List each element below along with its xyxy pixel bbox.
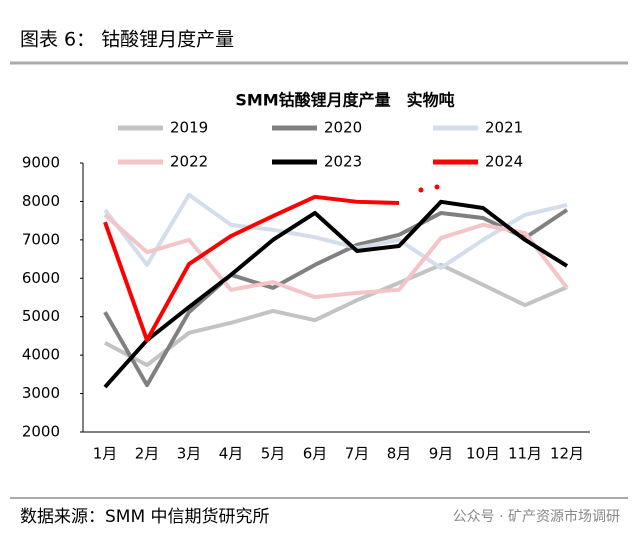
- series-line: [103, 192, 568, 270]
- watermark: 公众号 · 矿产资源市场调研: [453, 508, 620, 525]
- legend-label: 2023: [324, 153, 362, 171]
- source: 数据来源：SMM 中信期货研究所: [20, 507, 270, 527]
- y-tick-label: 8000: [22, 192, 60, 210]
- y-tick-label: 2000: [22, 423, 60, 441]
- x-tick-label: 10月: [466, 445, 500, 463]
- y-tick-label: 3000: [22, 384, 60, 402]
- x-tick-label: 9月: [429, 445, 454, 463]
- legend-label: 2019: [170, 119, 208, 137]
- x-tick-label: 6月: [303, 445, 328, 463]
- forecast-dot: [434, 184, 440, 190]
- x-tick-label: 8月: [387, 445, 412, 463]
- header-title: 图表 6： 钴酸锂月度产量: [20, 29, 234, 51]
- chart-title: SMM钴酸锂月度产量 实物吨: [235, 91, 454, 110]
- x-tick-label: 7月: [345, 445, 370, 463]
- y-tick-label: 9000: [22, 154, 60, 172]
- legend-label: 2021: [485, 119, 523, 137]
- series-line: [103, 213, 569, 300]
- x-tick-label: 3月: [177, 445, 202, 463]
- x-tick-label: 4月: [219, 445, 244, 463]
- series-line: [103, 199, 569, 389]
- y-tick-label: 6000: [22, 269, 60, 287]
- y-tick-label: 7000: [22, 230, 60, 248]
- series-line: [103, 194, 400, 343]
- forecast-dot: [418, 187, 424, 193]
- x-tick-label: 2月: [135, 445, 160, 463]
- y-tick-label: 4000: [22, 346, 60, 364]
- x-tick-label: 1月: [93, 445, 118, 463]
- x-tick-label: 5月: [261, 445, 286, 463]
- y-tick-label: 5000: [22, 307, 60, 325]
- legend-label: 2022: [170, 153, 208, 171]
- legend-label: 2020: [324, 119, 362, 137]
- x-tick-label: 11月: [508, 445, 542, 463]
- x-tick-label: 12月: [550, 445, 584, 463]
- legend-label: 2024: [485, 153, 523, 171]
- series-line: [104, 262, 568, 368]
- series-line: [103, 208, 569, 388]
